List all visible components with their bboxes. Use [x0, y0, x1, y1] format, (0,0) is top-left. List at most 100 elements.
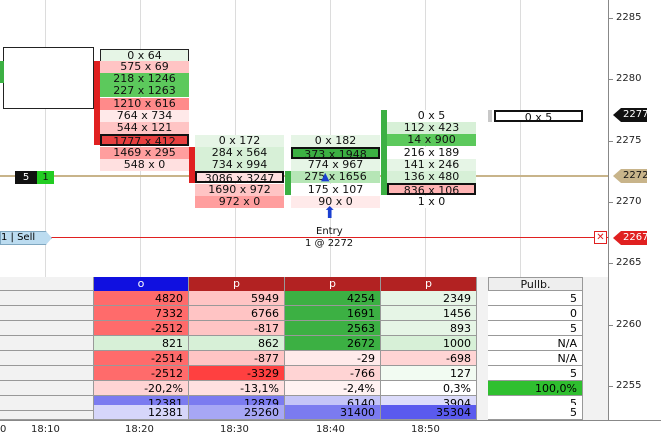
- footprint-cell-poc: 1777 x 412: [100, 134, 189, 148]
- table-header: Pullb.: [488, 277, 583, 291]
- table-cell: -877: [189, 351, 285, 366]
- table-cell: 5949: [189, 291, 285, 306]
- grid-line: [425, 0, 426, 420]
- table-cell: N/A: [488, 336, 583, 351]
- time-label: 18:30: [220, 424, 249, 435]
- footprint-cell: 275 x 1656: [291, 171, 380, 183]
- table-cell: -2512: [94, 321, 189, 336]
- grid-line: [330, 0, 331, 420]
- table-cell: -766: [285, 366, 381, 381]
- table-cell: 862: [189, 336, 285, 351]
- previous-bar-box: [3, 47, 94, 109]
- price-label: 2260: [616, 319, 642, 330]
- table-cell: -20,2%: [94, 381, 189, 396]
- footprint-cell: 734 x 994: [195, 159, 284, 171]
- time-label: 18:40: [316, 424, 345, 435]
- price-label: 2285: [616, 12, 642, 23]
- row-label-cell: [0, 411, 94, 420]
- table-cell: -817: [189, 321, 285, 336]
- table-cell: 6766: [189, 306, 285, 321]
- table-cell: N/A: [488, 351, 583, 366]
- table-cell: -2512: [94, 366, 189, 381]
- table-cell: 100,0%: [488, 381, 583, 396]
- footprint-cell: 218 x 1246: [100, 73, 189, 85]
- table-cell: 4254: [285, 291, 381, 306]
- grid-line: [140, 0, 141, 420]
- candle-body: [0, 61, 4, 83]
- price-label: 2280: [616, 73, 642, 84]
- grid-line: [520, 0, 521, 420]
- table-cell: 0,3%: [381, 381, 477, 396]
- grid-line: [235, 0, 236, 420]
- table-cell: -2514: [94, 351, 189, 366]
- entry-marker-detail: 1 @ 2272: [305, 238, 354, 249]
- close-order-icon[interactable]: ✕: [594, 231, 607, 244]
- price-label: 2265: [616, 257, 642, 268]
- footprint-cell: 112 x 423: [387, 122, 476, 134]
- footprint-cell: 0 x 64: [100, 49, 189, 62]
- position-qty-value[interactable]: 1: [37, 171, 54, 184]
- table-cell: 2349: [381, 291, 477, 306]
- table-cell: 4820: [94, 291, 189, 306]
- table-header: p: [285, 277, 381, 291]
- row-label-cell: [0, 291, 94, 306]
- grid-line: [45, 0, 46, 420]
- footprint-cell: 141 x 246: [387, 159, 476, 171]
- footprint-cell: 1690 x 972: [195, 184, 284, 196]
- time-axis[interactable]: [0, 420, 661, 443]
- row-label-cell: [0, 336, 94, 351]
- row-label-cell: [0, 381, 94, 396]
- table-cell: 0: [488, 306, 583, 321]
- candle-body: [381, 110, 387, 195]
- footprint-cell: 284 x 564: [195, 147, 284, 159]
- table-cell: 5: [488, 321, 583, 336]
- table-cell: 821: [94, 336, 189, 351]
- current-price-tag: 2272: [613, 169, 647, 183]
- order-line[interactable]: [0, 237, 608, 238]
- table-cell: 2672: [285, 336, 381, 351]
- price-tag-2277: 2277: [613, 108, 647, 122]
- footprint-cell: 764 x 734: [100, 110, 189, 122]
- time-label: 18:20: [125, 424, 154, 435]
- table-cell: 1000: [381, 336, 477, 351]
- order-price-tag: 2267: [613, 231, 647, 245]
- table-cell: 893: [381, 321, 477, 336]
- entry-marker-title: Entry: [316, 226, 343, 237]
- position-qty-label[interactable]: 5: [15, 171, 37, 184]
- row-label-cell: [0, 396, 94, 411]
- price-label: 2270: [616, 196, 642, 207]
- table-header-blank: [0, 277, 94, 291]
- footprint-cell-poc: 836 x 106: [387, 183, 476, 197]
- footprint-cell-current: 0 x 5: [494, 110, 583, 124]
- order-label[interactable]: 1 | Sell S1: [0, 231, 52, 245]
- table-cell: -2,4%: [285, 381, 381, 396]
- table-cell: 31400: [285, 405, 381, 420]
- footprint-cell: 548 x 0: [100, 159, 189, 171]
- row-label-cell: [0, 366, 94, 381]
- footprint-cell: 136 x 480: [387, 171, 476, 183]
- candle-body: [94, 61, 100, 145]
- footprint-cell: 544 x 121: [100, 122, 189, 134]
- footprint-cell: 90 x 0: [291, 196, 380, 208]
- footprint-cell-poc: 3086 x 3247: [195, 171, 284, 185]
- table-header: o: [94, 277, 189, 291]
- candle-body: [285, 171, 291, 195]
- footprint-cell-poc: 373 x 1948: [291, 147, 380, 161]
- time-label: 18:50: [411, 424, 440, 435]
- entry-small-arrow-icon: ▲: [321, 170, 330, 183]
- footprint-cell: 1210 x 616: [100, 98, 189, 110]
- footprint-cell: 14 x 900: [387, 134, 476, 146]
- time-label: 0: [0, 424, 7, 435]
- table-cell: 5: [488, 405, 583, 420]
- price-axis[interactable]: [608, 0, 609, 420]
- entry-arrow-icon[interactable]: ⬆: [323, 203, 337, 222]
- footprint-cell: 0 x 5: [387, 110, 476, 122]
- table-cell: 7332: [94, 306, 189, 321]
- row-label-cell: [0, 306, 94, 321]
- table-header: p: [381, 277, 477, 291]
- table-cell: 2563: [285, 321, 381, 336]
- table-cell: 5: [488, 366, 583, 381]
- table-cell: 12381: [94, 405, 189, 420]
- table-cell: -13,1%: [189, 381, 285, 396]
- price-label: 2275: [616, 135, 642, 146]
